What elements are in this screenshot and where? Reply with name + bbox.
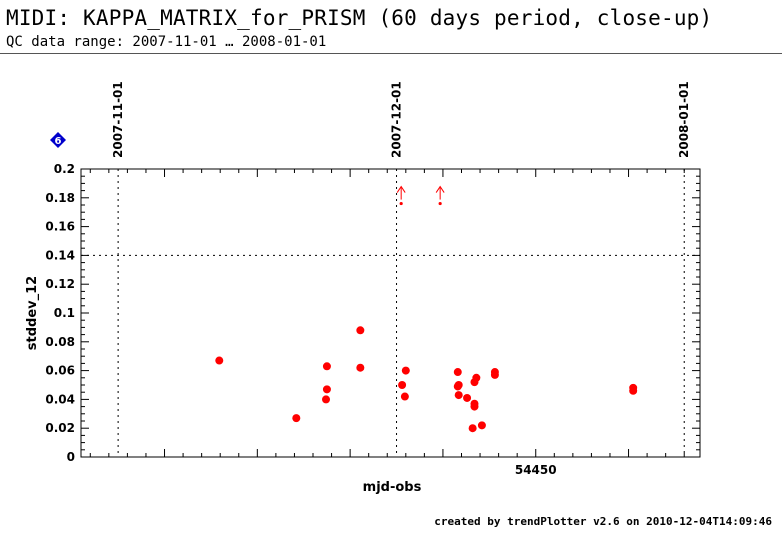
data-point (470, 399, 479, 408)
y-tick-label: 0.12 (45, 277, 75, 291)
data-point (356, 363, 365, 372)
date-marker-label: 2007-12-01 (390, 81, 404, 158)
page-title: MIDI: KAPPA_MATRIX_for_PRISM (60 days pe… (6, 6, 713, 30)
out-of-range-marker (396, 185, 406, 206)
data-point (454, 381, 463, 389)
diamond-icon (50, 132, 66, 148)
data-point (400, 392, 409, 401)
out-of-range-dot (399, 201, 403, 206)
y-tick-label: 0.02 (45, 421, 75, 435)
out-of-range-marker (435, 185, 445, 206)
y-tick-label: 0.08 (45, 335, 75, 349)
data-range-subtitle: QC data range: 2007-11-01 … 2008-01-01 (6, 34, 327, 50)
up-arrow-icon (396, 185, 406, 193)
y-tick-label: 0.2 (54, 162, 75, 176)
data-point (453, 368, 462, 377)
data-point (401, 366, 410, 375)
data-point (398, 381, 407, 389)
y-tick-label: 0.1 (54, 306, 75, 320)
data-point (322, 395, 331, 404)
data-point (472, 373, 481, 382)
header-divider (0, 53, 782, 54)
data-point (356, 326, 365, 335)
out-of-range-dot (438, 201, 442, 206)
x-tick-label: 54450 (515, 463, 557, 477)
data-point (322, 362, 331, 371)
data-point (292, 414, 301, 423)
date-marker-label: 2007-11-01 (111, 81, 125, 158)
y-tick-label: 0.06 (45, 364, 75, 378)
record-count-badge: 6 (50, 132, 66, 148)
data-point (629, 383, 638, 392)
data-point (454, 391, 463, 400)
data-point (468, 424, 477, 433)
data-point (322, 385, 331, 394)
data-point (477, 421, 486, 430)
data-point (215, 356, 224, 365)
y-tick-label: 0.16 (45, 220, 75, 234)
data-point (463, 393, 472, 402)
y-tick-label: 0.14 (45, 248, 75, 262)
generator-footer: created by trendPlotter v2.6 on 2010-12-… (434, 515, 772, 528)
y-axis-label: stddev_12 (25, 276, 40, 350)
x-axis-label: mjd-obs (363, 480, 422, 495)
up-arrow-icon (435, 185, 445, 193)
scatter-chart: 6 2007-11-01 2007-12-01 2008-01-01 0 0.02 0.0… (25, 81, 701, 495)
y-tick-label: 0.04 (45, 392, 75, 406)
y-tick-label: 0.18 (45, 191, 75, 205)
data-point (490, 368, 499, 377)
plot-frame (80, 168, 701, 458)
date-marker-label: 2008-01-01 (677, 81, 691, 158)
y-tick-label: 0 (67, 450, 75, 464)
badge-value: 6 (55, 136, 62, 147)
